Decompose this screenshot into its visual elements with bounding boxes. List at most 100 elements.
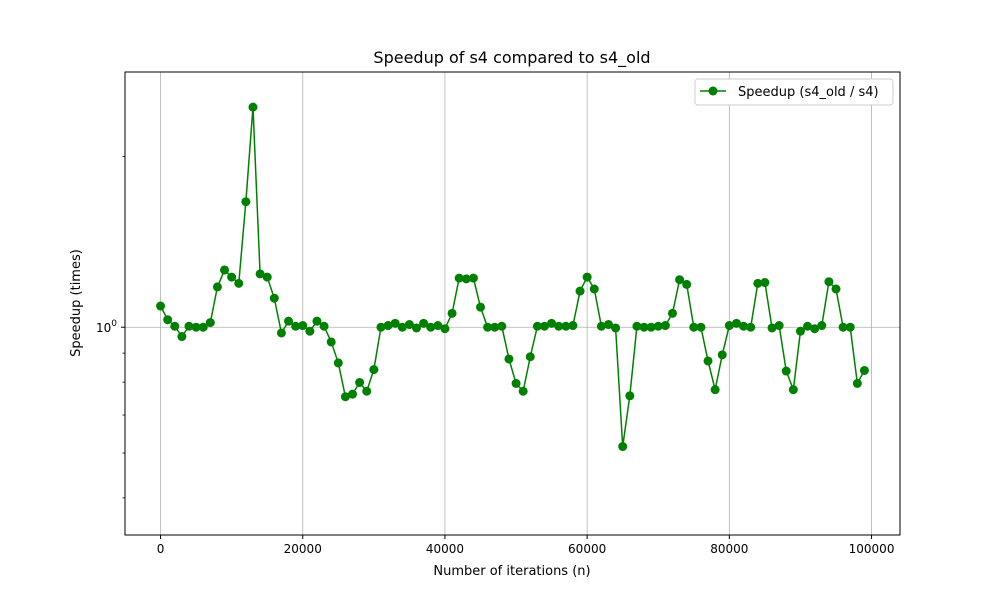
data-point bbox=[568, 321, 578, 331]
data-point bbox=[575, 286, 585, 296]
y-tick-label: 100 bbox=[96, 319, 117, 335]
data-point bbox=[753, 278, 763, 288]
data-point bbox=[497, 321, 507, 331]
axes: 0 20000 40000 60000 80000 100000 100 bbox=[96, 156, 895, 556]
data-point bbox=[810, 324, 820, 334]
data-point bbox=[724, 321, 734, 331]
data-point bbox=[426, 322, 436, 332]
x-tick-label: 100000 bbox=[849, 542, 895, 556]
data-point bbox=[319, 321, 329, 331]
data-point bbox=[739, 321, 749, 331]
data-point bbox=[412, 323, 422, 333]
data-point bbox=[312, 316, 322, 326]
data-point bbox=[440, 324, 450, 334]
legend-marker bbox=[708, 86, 718, 96]
legend-box bbox=[694, 78, 894, 106]
data-point bbox=[248, 102, 258, 112]
data-point bbox=[518, 386, 528, 396]
data-point bbox=[362, 386, 372, 396]
data-point bbox=[561, 321, 571, 331]
data-point bbox=[831, 284, 841, 294]
data-point bbox=[710, 385, 720, 395]
data-point bbox=[632, 321, 642, 331]
data-point bbox=[433, 321, 443, 331]
data-point bbox=[859, 365, 869, 375]
data-point bbox=[852, 378, 862, 388]
data-point bbox=[767, 323, 777, 333]
data-point bbox=[483, 322, 493, 332]
data-point bbox=[731, 318, 741, 328]
data-point bbox=[539, 321, 549, 331]
data-point bbox=[682, 279, 692, 289]
data-point bbox=[163, 315, 173, 325]
data-point bbox=[376, 322, 386, 332]
data-point bbox=[589, 284, 599, 294]
data-point bbox=[397, 322, 407, 332]
data-point bbox=[618, 442, 628, 452]
data-point bbox=[390, 318, 400, 328]
data-point bbox=[184, 321, 194, 331]
data-point bbox=[490, 322, 500, 332]
data-point bbox=[262, 272, 272, 282]
data-point bbox=[667, 308, 677, 318]
data-point bbox=[269, 293, 279, 303]
data-point bbox=[838, 322, 848, 332]
data-point bbox=[276, 328, 286, 338]
data-point bbox=[191, 322, 201, 332]
data-point bbox=[454, 273, 464, 283]
data-point bbox=[596, 321, 606, 331]
data-point bbox=[660, 321, 670, 331]
y-axis-label: Speedup (times) bbox=[69, 249, 84, 357]
data-point bbox=[241, 197, 251, 207]
data-point bbox=[689, 322, 699, 332]
data-point bbox=[803, 321, 813, 331]
data-point bbox=[468, 273, 478, 283]
data-point bbox=[404, 320, 414, 330]
data-point bbox=[298, 321, 308, 331]
data-point bbox=[170, 321, 180, 331]
data-point bbox=[511, 378, 521, 388]
data-point bbox=[760, 278, 770, 288]
data-point bbox=[447, 308, 457, 318]
data-point bbox=[795, 326, 805, 336]
data-point bbox=[419, 318, 429, 328]
x-axis-label: Number of iterations (n) bbox=[433, 564, 590, 579]
data-point bbox=[824, 277, 834, 287]
data-point bbox=[355, 377, 365, 387]
data-point bbox=[234, 278, 244, 288]
data-point bbox=[220, 265, 230, 275]
data-point bbox=[461, 274, 471, 284]
data-point bbox=[703, 356, 713, 366]
data-point bbox=[603, 320, 613, 330]
data-point bbox=[326, 337, 336, 347]
data-point bbox=[525, 352, 535, 362]
data-point bbox=[717, 350, 727, 360]
data-point bbox=[817, 321, 827, 331]
data-point bbox=[774, 321, 784, 331]
data-point bbox=[205, 318, 215, 328]
data-point bbox=[781, 366, 791, 376]
series-layer bbox=[156, 102, 869, 452]
data-point bbox=[305, 326, 315, 336]
data-point bbox=[348, 389, 358, 399]
legend-entry-label: Speedup (s4_old / s4) bbox=[738, 85, 879, 100]
data-point bbox=[746, 322, 756, 332]
data-point bbox=[611, 323, 621, 333]
data-point bbox=[212, 282, 222, 292]
data-point bbox=[284, 316, 294, 326]
x-tick-label: 20000 bbox=[284, 542, 322, 556]
chart-title: Speedup of s4 compared to s4_old bbox=[373, 48, 650, 68]
data-point bbox=[639, 322, 649, 332]
data-point bbox=[333, 358, 343, 368]
data-point bbox=[675, 275, 685, 285]
data-point bbox=[383, 321, 393, 331]
data-point bbox=[198, 322, 208, 332]
data-point bbox=[504, 354, 514, 364]
data-point bbox=[625, 391, 635, 401]
data-point bbox=[788, 385, 798, 395]
data-point bbox=[696, 322, 706, 332]
data-point bbox=[547, 318, 557, 328]
data-point bbox=[340, 392, 350, 402]
data-point bbox=[369, 365, 379, 375]
